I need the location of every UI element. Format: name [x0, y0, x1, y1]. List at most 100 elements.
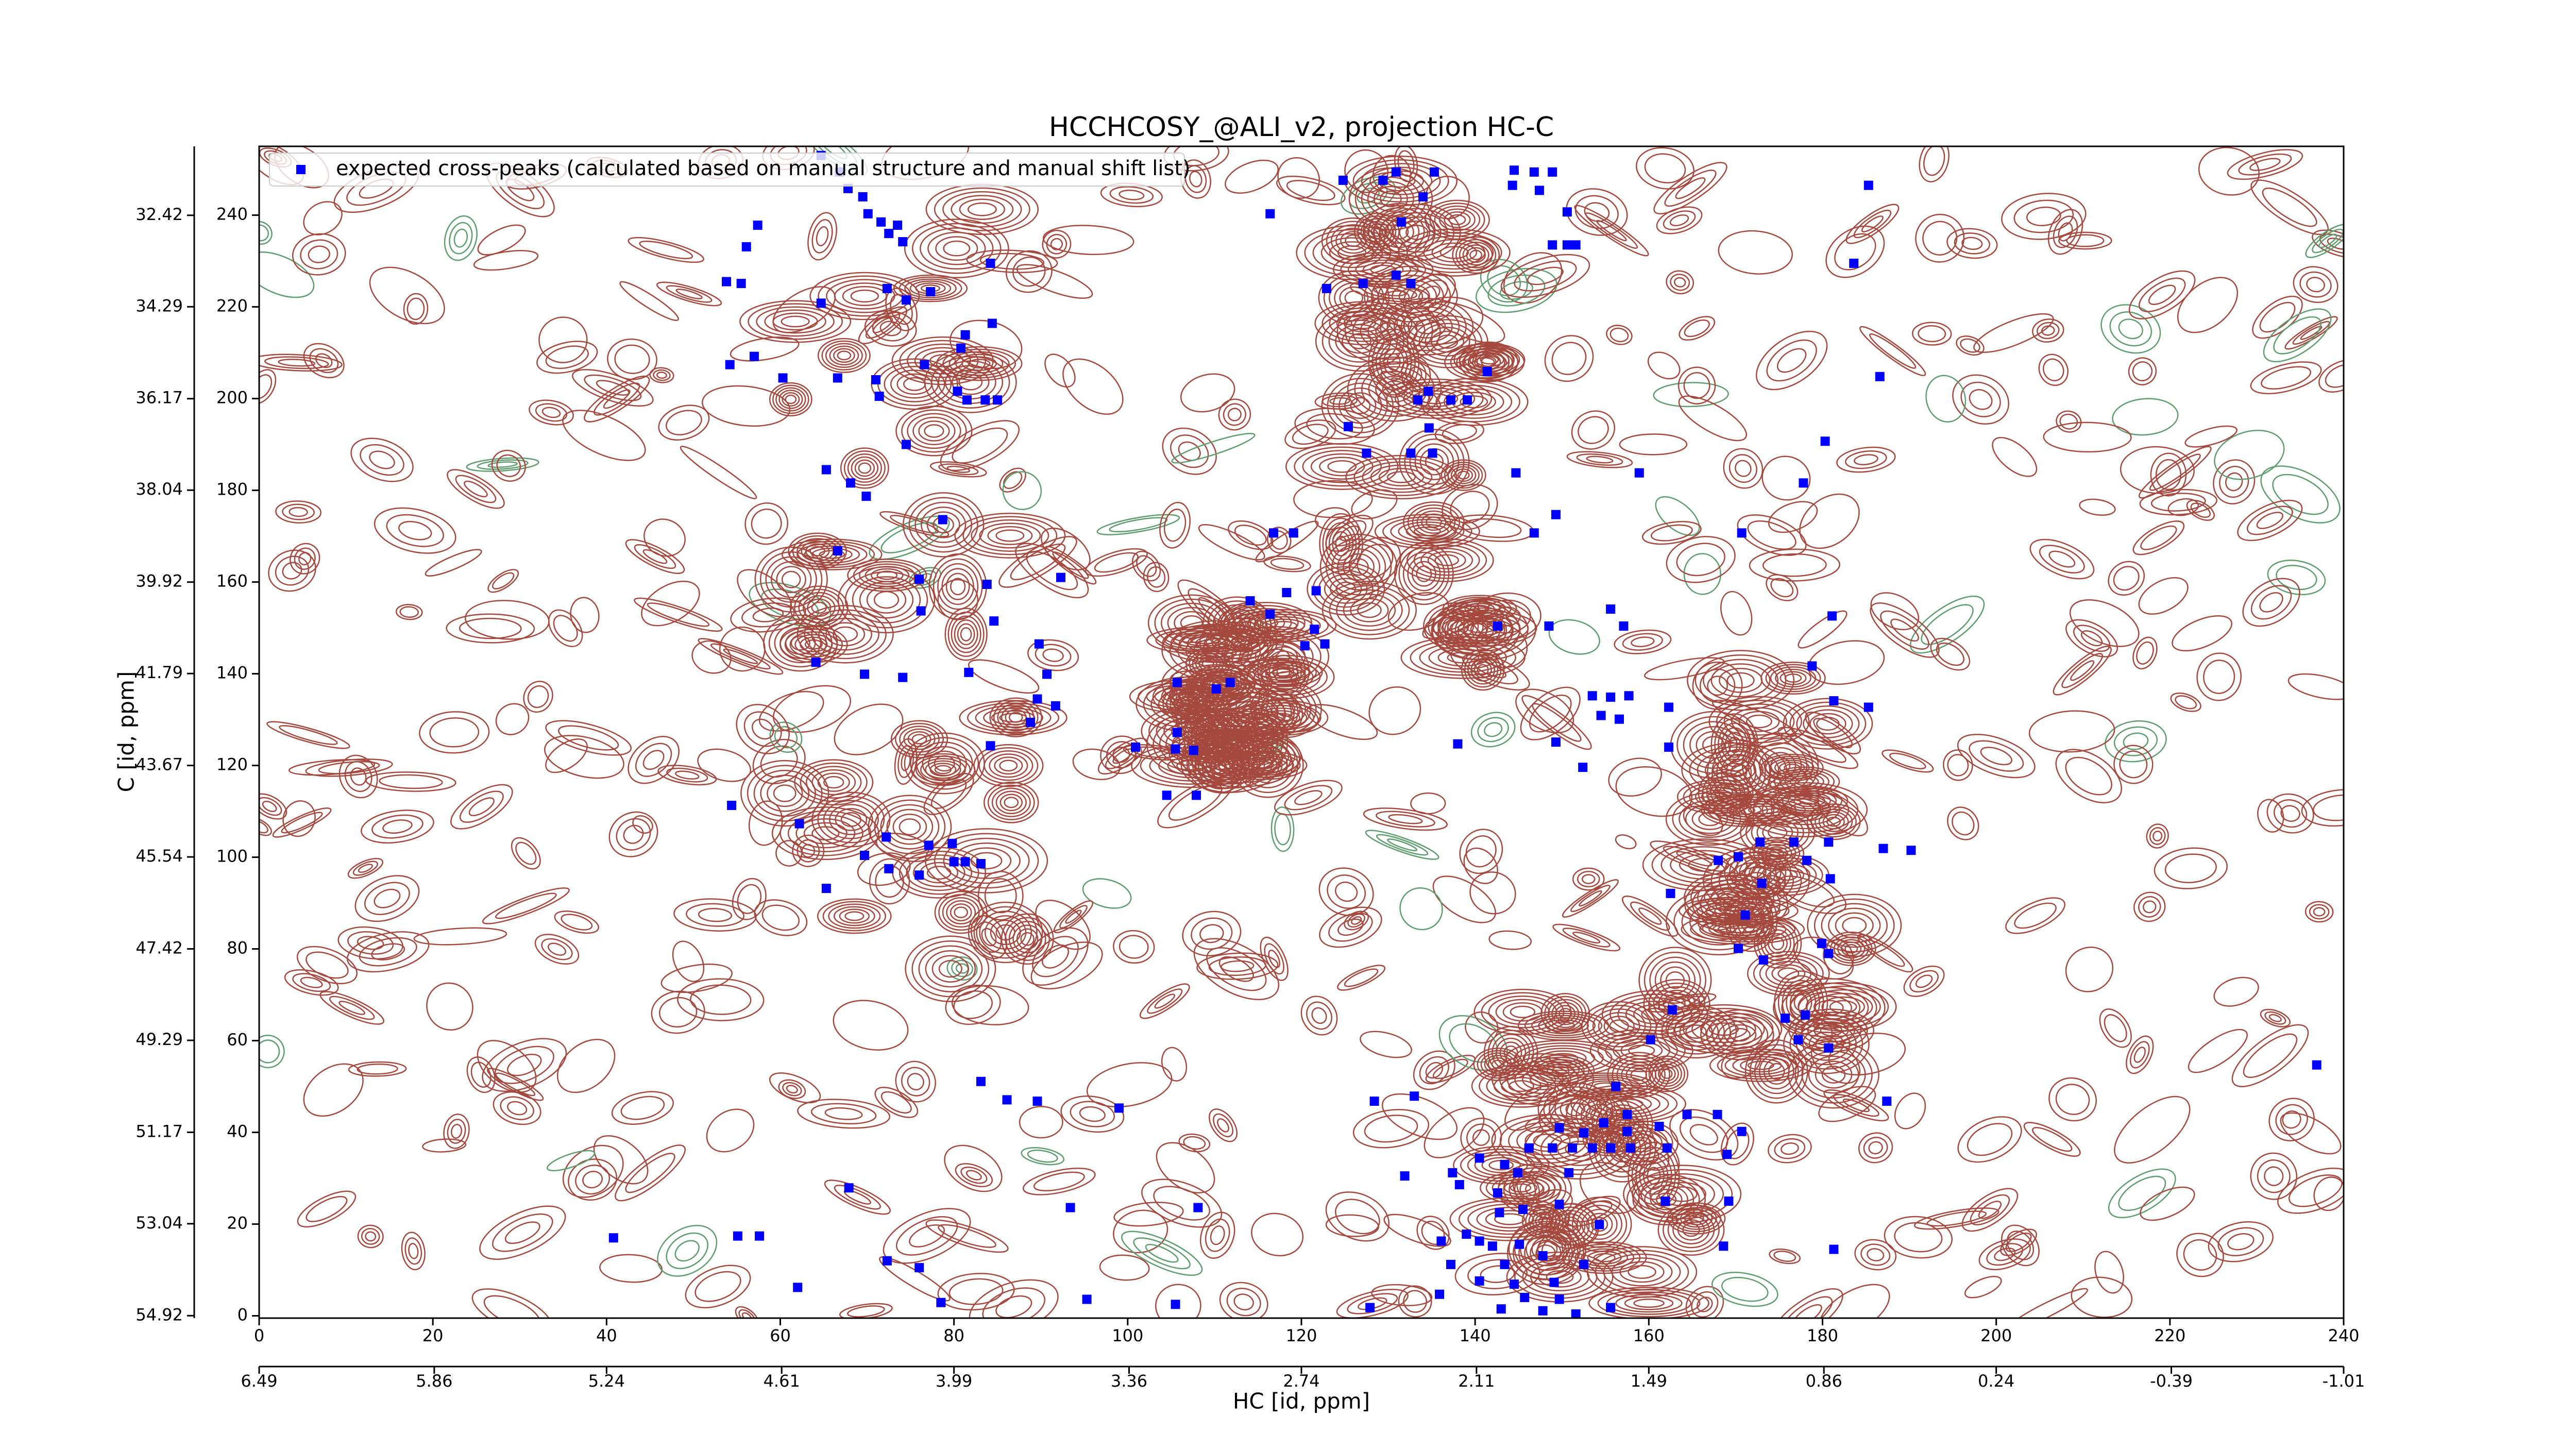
contour [1413, 319, 1483, 365]
contour [1470, 712, 1516, 748]
contour [948, 1278, 1004, 1305]
contour [2071, 1276, 2133, 1318]
contour [1679, 1116, 1728, 1153]
contour [2299, 271, 2332, 298]
contour [2267, 560, 2326, 595]
contour [1783, 698, 1873, 750]
contour [1392, 216, 1442, 249]
contour [1335, 1199, 1380, 1235]
contour [1624, 1296, 1674, 1310]
cross-peak [987, 318, 997, 328]
contour [1947, 754, 1969, 777]
contour [449, 222, 473, 255]
contour [2242, 578, 2300, 627]
contour [2001, 193, 2087, 240]
cross-peak [1906, 846, 1916, 855]
contour [673, 898, 757, 932]
contour [2196, 652, 2242, 701]
contour [1792, 1304, 1822, 1318]
contour [1590, 1217, 1608, 1232]
contour [1762, 822, 1793, 843]
contour [1828, 907, 1881, 943]
contour [995, 529, 1025, 542]
cross-peak [1827, 611, 1837, 621]
contour [912, 858, 965, 887]
contour [2238, 153, 2292, 176]
contour [1421, 513, 1447, 531]
x-tick-label: 220 [2154, 1326, 2185, 1345]
contour [1261, 710, 1300, 726]
contour [262, 801, 277, 812]
contour [866, 586, 907, 614]
contour [1352, 307, 1426, 355]
y-tick-label: 240 [216, 205, 248, 224]
contour [348, 1061, 407, 1077]
contour [1004, 797, 1019, 808]
contour [1884, 1216, 1953, 1259]
contour [737, 884, 762, 914]
contour [852, 576, 921, 624]
contour [1768, 766, 1840, 797]
contour [993, 700, 1039, 735]
contour [1766, 574, 1799, 601]
contour [450, 784, 513, 830]
cross-peak [1475, 1153, 1484, 1163]
contour [1628, 1265, 1656, 1279]
cross-peak [833, 373, 842, 383]
contour [1700, 1019, 1748, 1040]
contour [1765, 664, 1821, 693]
contour [821, 340, 867, 370]
contour [2108, 1168, 2176, 1219]
cross-peak [871, 375, 880, 385]
y-tick-label: 160 [216, 571, 248, 591]
contour [1835, 912, 1874, 939]
contour [2043, 422, 2132, 453]
contour [1779, 770, 1829, 793]
contour [1337, 965, 1386, 991]
contour [928, 750, 961, 777]
contour [1675, 1207, 1717, 1230]
contour [1607, 1052, 1670, 1098]
contour [1255, 520, 1319, 563]
contour [1219, 1282, 1268, 1318]
contour [929, 461, 987, 478]
contour [2113, 726, 2158, 756]
cross-peak [1510, 165, 1519, 175]
contour [492, 572, 515, 589]
cross-peak [1529, 167, 1539, 177]
contour [1348, 333, 1372, 349]
contour [2108, 561, 2145, 596]
contour [2000, 1228, 2037, 1256]
contour [1710, 713, 1759, 777]
contour [918, 945, 983, 992]
contour [795, 818, 856, 849]
contour [1172, 680, 1211, 711]
contour [2170, 692, 2201, 712]
contour [1723, 448, 1764, 489]
contour [1221, 960, 1255, 972]
contour [971, 519, 1049, 552]
contour [1335, 581, 1357, 596]
contour [2260, 465, 2341, 524]
contour [1664, 170, 1717, 207]
contour [1705, 902, 1772, 919]
contour [1821, 903, 1888, 948]
contour [2325, 364, 2344, 388]
contour [444, 215, 478, 261]
contour [1328, 527, 1354, 561]
cross-peak [882, 1256, 892, 1266]
contour [1462, 244, 1489, 266]
contour [1178, 685, 1204, 705]
contour [1936, 642, 1964, 666]
cross-peak [1800, 1010, 1810, 1020]
contour [1538, 1266, 1582, 1288]
contour [1889, 752, 1926, 770]
contour [1408, 314, 1446, 339]
contour [1529, 694, 1572, 733]
contour [998, 536, 1077, 588]
contour [2132, 636, 2158, 669]
contour [1574, 195, 1619, 229]
contour [2293, 266, 2338, 303]
contour [338, 754, 378, 799]
cross-peak [1211, 684, 1221, 694]
